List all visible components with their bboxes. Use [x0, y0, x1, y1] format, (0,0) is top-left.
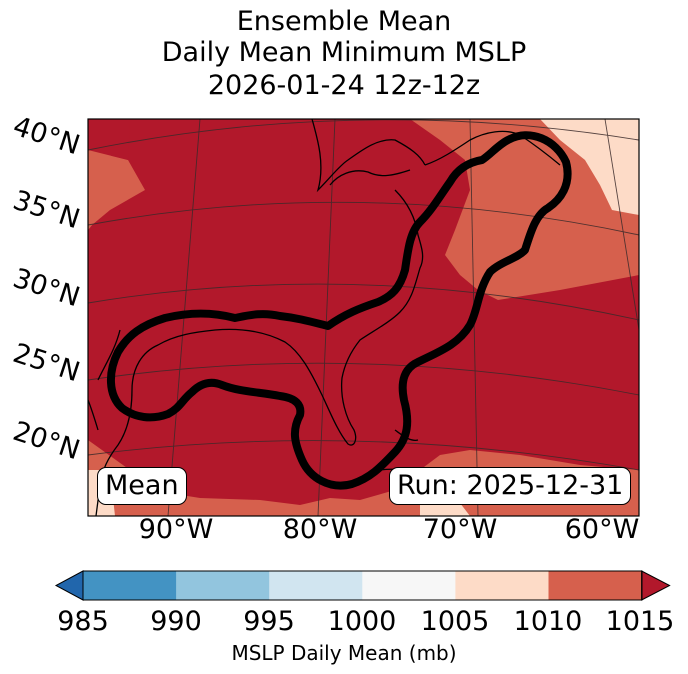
mean-label-box: Mean — [97, 467, 187, 505]
lon-label-60w: 60°W — [564, 514, 640, 545]
colorbar-bin-1005-1010 — [455, 571, 549, 600]
graticule — [88, 119, 639, 516]
field-band-1010-1015-southwest — [88, 150, 145, 230]
colorbar — [54, 570, 671, 601]
colorbar-extend-low — [54, 570, 84, 601]
pressure-field — [88, 119, 639, 516]
lon-label-80w: 80°W — [282, 514, 358, 545]
colorbar-tick-1015: 1015 — [605, 606, 675, 637]
colorbar-label: MSLP Daily Mean (mb) — [231, 641, 457, 665]
colorbar-bin-990-995 — [176, 571, 270, 600]
run-date-box: Run: 2025-12-31 — [389, 467, 632, 505]
title-line-2: Daily Mean Minimum MSLP — [161, 37, 527, 68]
field-band-1010-1015-north — [88, 119, 639, 300]
lon-label-90w: 90°W — [138, 514, 214, 545]
colorbar-tick-1000: 1000 — [327, 606, 397, 637]
colorbar-bin-985-990 — [83, 571, 177, 600]
colorbar-extend-high — [641, 570, 671, 601]
lon-label-70w: 70°W — [422, 514, 498, 545]
colorbar-tick-995: 995 — [243, 606, 295, 637]
colorbar-tick-985: 985 — [57, 606, 109, 637]
colorbar-bin-1010-1015 — [548, 571, 643, 600]
field-band-1015-interior — [88, 119, 130, 160]
map-frame — [87, 118, 640, 517]
colorbar-tick-990: 990 — [150, 606, 202, 637]
colorbar-frame — [82, 570, 643, 601]
colorbar-tick-1010: 1010 — [513, 606, 583, 637]
colorbar-bin-1000-1005 — [362, 571, 456, 600]
title-line-3: 2026-01-24 12z-12z — [207, 70, 481, 101]
colorbar-bin-995-1000 — [269, 571, 363, 600]
field-band-1005-1010 — [540, 119, 639, 215]
colorbar-tick-1005: 1005 — [420, 606, 490, 637]
title-line-1: Ensemble Mean — [236, 6, 452, 37]
ensemble-contour — [106, 131, 572, 490]
